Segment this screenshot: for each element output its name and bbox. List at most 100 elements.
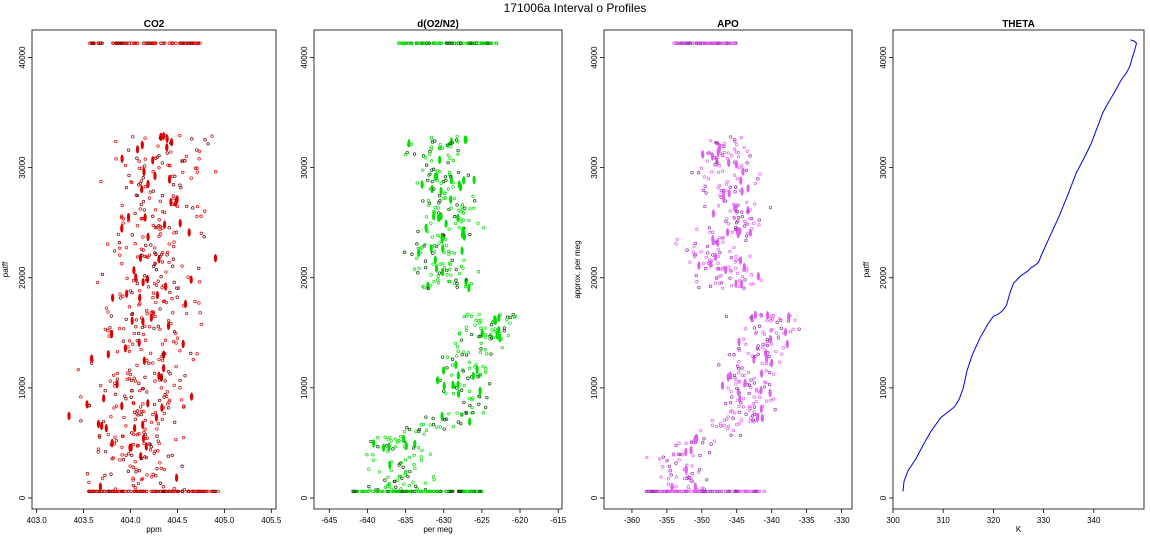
- data-point: [700, 489, 704, 494]
- data-point: [180, 489, 184, 494]
- data-point: [125, 289, 129, 298]
- data-point: [752, 489, 756, 494]
- data-point: [152, 402, 157, 407]
- data-point: [455, 134, 459, 139]
- data-point: [153, 314, 157, 319]
- data-point: [459, 388, 464, 392]
- data-point: [158, 224, 163, 229]
- data-point: [744, 269, 749, 273]
- data-point: [406, 489, 410, 494]
- data-point: [736, 219, 740, 223]
- data-point: [450, 258, 454, 262]
- data-point: [163, 379, 167, 383]
- data-point: [705, 159, 710, 163]
- data-point: [112, 249, 117, 253]
- data-point: [737, 360, 741, 364]
- data-point: [197, 266, 201, 271]
- data-point: [162, 467, 166, 472]
- data-point: [684, 447, 688, 457]
- data-point: [691, 480, 695, 484]
- data-point: [421, 154, 426, 158]
- data-point: [170, 297, 174, 301]
- data-point: [402, 444, 407, 448]
- data-point: [134, 470, 138, 474]
- data-point: [149, 313, 153, 322]
- data-point: [97, 435, 102, 439]
- data-point: [174, 341, 178, 345]
- data-point: [744, 234, 749, 238]
- data-point: [395, 489, 399, 494]
- data-point: [677, 458, 681, 462]
- data-point: [746, 231, 750, 236]
- data-point: [160, 194, 165, 198]
- data-point: [158, 307, 162, 311]
- data-point: [376, 436, 380, 440]
- panels: CO2 403.0 403.5 404.0 404.5 405.0 405.5 0 10000 2…: [1, 19, 1145, 534]
- x-tick-label: 320: [987, 516, 1001, 525]
- data-point: [705, 478, 709, 482]
- data-point: [455, 285, 459, 289]
- data-point: [363, 489, 367, 494]
- data-point: [710, 423, 715, 427]
- data-point: [189, 176, 193, 180]
- data-point: [438, 262, 442, 266]
- data-point: [459, 183, 463, 192]
- data-point: [132, 331, 136, 336]
- data-point: [109, 329, 114, 334]
- data-point: [483, 332, 487, 337]
- x-tick-label: -615: [550, 516, 567, 525]
- data-point: [655, 489, 659, 494]
- data-point: [448, 489, 452, 494]
- y-tick-label: 0: [300, 495, 309, 500]
- data-point: [733, 225, 738, 230]
- data-point: [466, 173, 471, 177]
- data-point: [726, 386, 730, 390]
- data-point: [141, 434, 146, 443]
- data-point: [735, 364, 740, 368]
- data-point: [454, 267, 458, 272]
- data-point: [738, 433, 743, 438]
- data-point: [710, 170, 714, 174]
- data-point: [106, 329, 110, 333]
- data-point: [706, 261, 710, 265]
- data-point: [154, 156, 158, 160]
- data-point: [706, 489, 711, 494]
- y-tick-label: 10000: [879, 376, 888, 399]
- data-point: [361, 489, 365, 494]
- data-point: [114, 157, 118, 161]
- x-tick-label: 403.5: [74, 516, 95, 525]
- data-point: [765, 339, 770, 344]
- data-point: [481, 41, 485, 45]
- data-point: [191, 357, 195, 362]
- data-point: [729, 255, 733, 260]
- data-point: [430, 138, 434, 142]
- data-point: [494, 41, 499, 45]
- data-point: [131, 483, 135, 488]
- data-point: [90, 358, 94, 362]
- data-point: [731, 489, 735, 494]
- data-point: [735, 176, 739, 181]
- plot-area: [67, 41, 220, 494]
- data-point: [485, 352, 489, 356]
- data-point: [725, 229, 730, 233]
- data-point: [469, 282, 474, 286]
- data-point: [199, 231, 204, 235]
- data-point: [138, 253, 143, 262]
- data-point: [724, 265, 728, 275]
- data-point: [455, 345, 460, 349]
- data-point: [398, 489, 403, 494]
- data-point: [484, 367, 488, 371]
- data-point: [730, 409, 734, 413]
- data-point: [387, 442, 391, 451]
- data-point: [148, 351, 153, 355]
- data-point: [158, 461, 162, 465]
- data-point: [172, 330, 177, 334]
- data-point: [676, 452, 681, 456]
- data-point: [464, 353, 469, 357]
- data-point: [111, 293, 115, 302]
- data-point: [428, 452, 433, 456]
- data-point: [151, 170, 155, 174]
- data-point: [386, 437, 390, 441]
- data-point: [470, 405, 474, 410]
- data-point: [722, 268, 726, 272]
